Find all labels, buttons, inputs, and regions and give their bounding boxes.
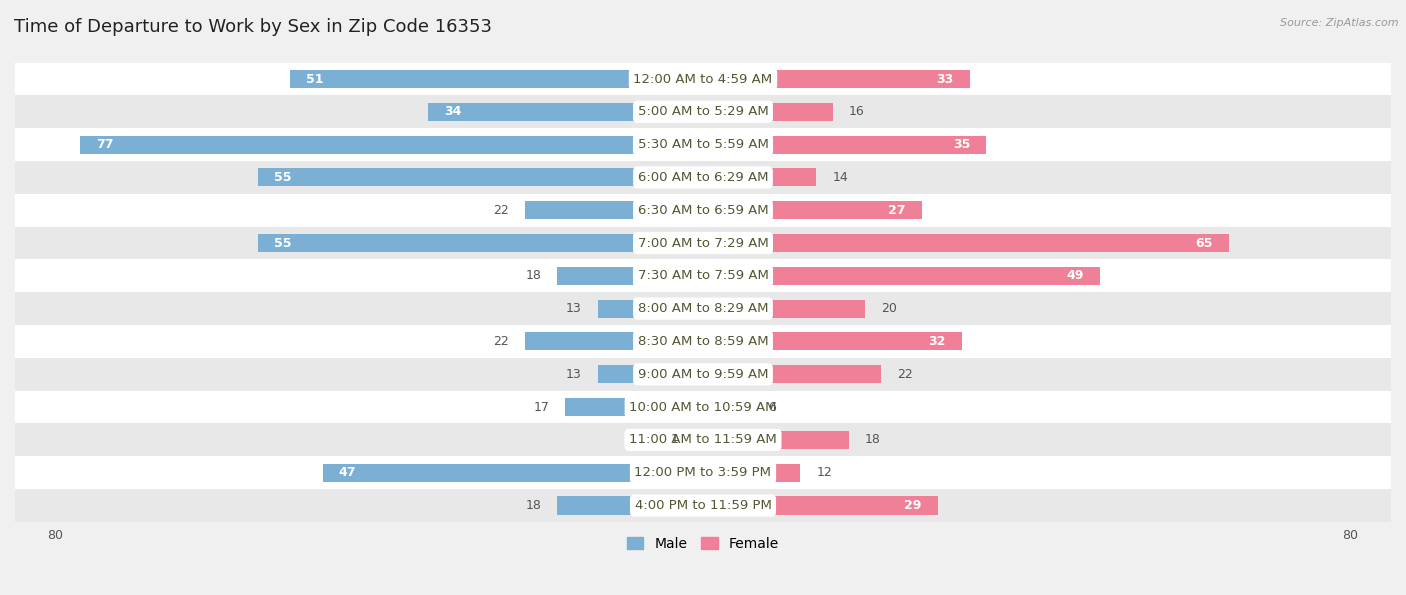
- Bar: [703, 398, 752, 416]
- Text: 12: 12: [817, 466, 832, 479]
- Text: 32: 32: [928, 335, 946, 348]
- Text: 65: 65: [1195, 237, 1213, 249]
- Bar: [0, 391, 1406, 424]
- Bar: [703, 300, 865, 318]
- Text: 6: 6: [768, 400, 776, 414]
- Text: 7:00 AM to 7:29 AM: 7:00 AM to 7:29 AM: [638, 237, 768, 249]
- Bar: [557, 496, 703, 515]
- Text: 55: 55: [274, 171, 291, 184]
- Text: 13: 13: [565, 302, 582, 315]
- Bar: [0, 128, 1406, 161]
- Text: 18: 18: [526, 270, 541, 283]
- Bar: [0, 489, 1406, 522]
- Text: 27: 27: [887, 203, 905, 217]
- Bar: [0, 161, 1406, 194]
- Bar: [703, 267, 1099, 285]
- Bar: [322, 464, 703, 482]
- Text: 11:00 AM to 11:59 AM: 11:00 AM to 11:59 AM: [628, 433, 778, 446]
- Text: Source: ZipAtlas.com: Source: ZipAtlas.com: [1281, 18, 1399, 28]
- Bar: [0, 424, 1406, 456]
- Bar: [0, 62, 1406, 95]
- Bar: [427, 103, 703, 121]
- Bar: [0, 95, 1406, 128]
- Text: 5:00 AM to 5:29 AM: 5:00 AM to 5:29 AM: [638, 105, 768, 118]
- Text: 49: 49: [1066, 270, 1084, 283]
- Bar: [0, 227, 1406, 259]
- Text: 8:00 AM to 8:29 AM: 8:00 AM to 8:29 AM: [638, 302, 768, 315]
- Text: 20: 20: [882, 302, 897, 315]
- Text: 5:30 AM to 5:59 AM: 5:30 AM to 5:59 AM: [637, 138, 769, 151]
- Text: 22: 22: [897, 368, 912, 381]
- Bar: [0, 325, 1406, 358]
- Text: 55: 55: [274, 237, 291, 249]
- Text: 77: 77: [96, 138, 114, 151]
- Bar: [703, 103, 832, 121]
- Text: 22: 22: [494, 203, 509, 217]
- Text: 14: 14: [832, 171, 848, 184]
- Bar: [703, 234, 1229, 252]
- Bar: [0, 358, 1406, 391]
- Bar: [290, 70, 703, 88]
- Text: 51: 51: [307, 73, 323, 86]
- Bar: [703, 431, 849, 449]
- Text: 6:00 AM to 6:29 AM: 6:00 AM to 6:29 AM: [638, 171, 768, 184]
- Text: 12:00 PM to 3:59 PM: 12:00 PM to 3:59 PM: [634, 466, 772, 479]
- Bar: [80, 136, 703, 154]
- Bar: [0, 259, 1406, 292]
- Text: 8:30 AM to 8:59 AM: 8:30 AM to 8:59 AM: [638, 335, 768, 348]
- Bar: [703, 464, 800, 482]
- Text: 12:00 AM to 4:59 AM: 12:00 AM to 4:59 AM: [634, 73, 772, 86]
- Bar: [703, 168, 817, 186]
- Bar: [703, 496, 938, 515]
- Text: 18: 18: [865, 433, 880, 446]
- Text: Time of Departure to Work by Sex in Zip Code 16353: Time of Departure to Work by Sex in Zip …: [14, 18, 492, 36]
- Text: 7:30 AM to 7:59 AM: 7:30 AM to 7:59 AM: [637, 270, 769, 283]
- Text: 10:00 AM to 10:59 AM: 10:00 AM to 10:59 AM: [630, 400, 776, 414]
- Bar: [557, 267, 703, 285]
- Bar: [524, 333, 703, 350]
- Bar: [703, 70, 970, 88]
- Bar: [598, 300, 703, 318]
- Text: 33: 33: [936, 73, 953, 86]
- Text: 4:00 PM to 11:59 PM: 4:00 PM to 11:59 PM: [634, 499, 772, 512]
- Text: 34: 34: [444, 105, 461, 118]
- Bar: [257, 234, 703, 252]
- Legend: Male, Female: Male, Female: [621, 531, 785, 556]
- Text: 22: 22: [494, 335, 509, 348]
- Bar: [703, 136, 986, 154]
- Bar: [598, 365, 703, 383]
- Text: 47: 47: [339, 466, 356, 479]
- Text: 18: 18: [526, 499, 541, 512]
- Bar: [703, 201, 921, 220]
- Bar: [0, 292, 1406, 325]
- Text: 1: 1: [671, 433, 679, 446]
- Text: 17: 17: [533, 400, 550, 414]
- Text: 9:00 AM to 9:59 AM: 9:00 AM to 9:59 AM: [638, 368, 768, 381]
- Bar: [703, 333, 962, 350]
- Bar: [257, 168, 703, 186]
- Bar: [695, 431, 703, 449]
- Bar: [0, 194, 1406, 227]
- Bar: [0, 456, 1406, 489]
- Text: 35: 35: [953, 138, 970, 151]
- Bar: [565, 398, 703, 416]
- Text: 16: 16: [849, 105, 865, 118]
- Bar: [524, 201, 703, 220]
- Text: 29: 29: [904, 499, 921, 512]
- Text: 6:30 AM to 6:59 AM: 6:30 AM to 6:59 AM: [638, 203, 768, 217]
- Bar: [703, 365, 882, 383]
- Text: 13: 13: [565, 368, 582, 381]
